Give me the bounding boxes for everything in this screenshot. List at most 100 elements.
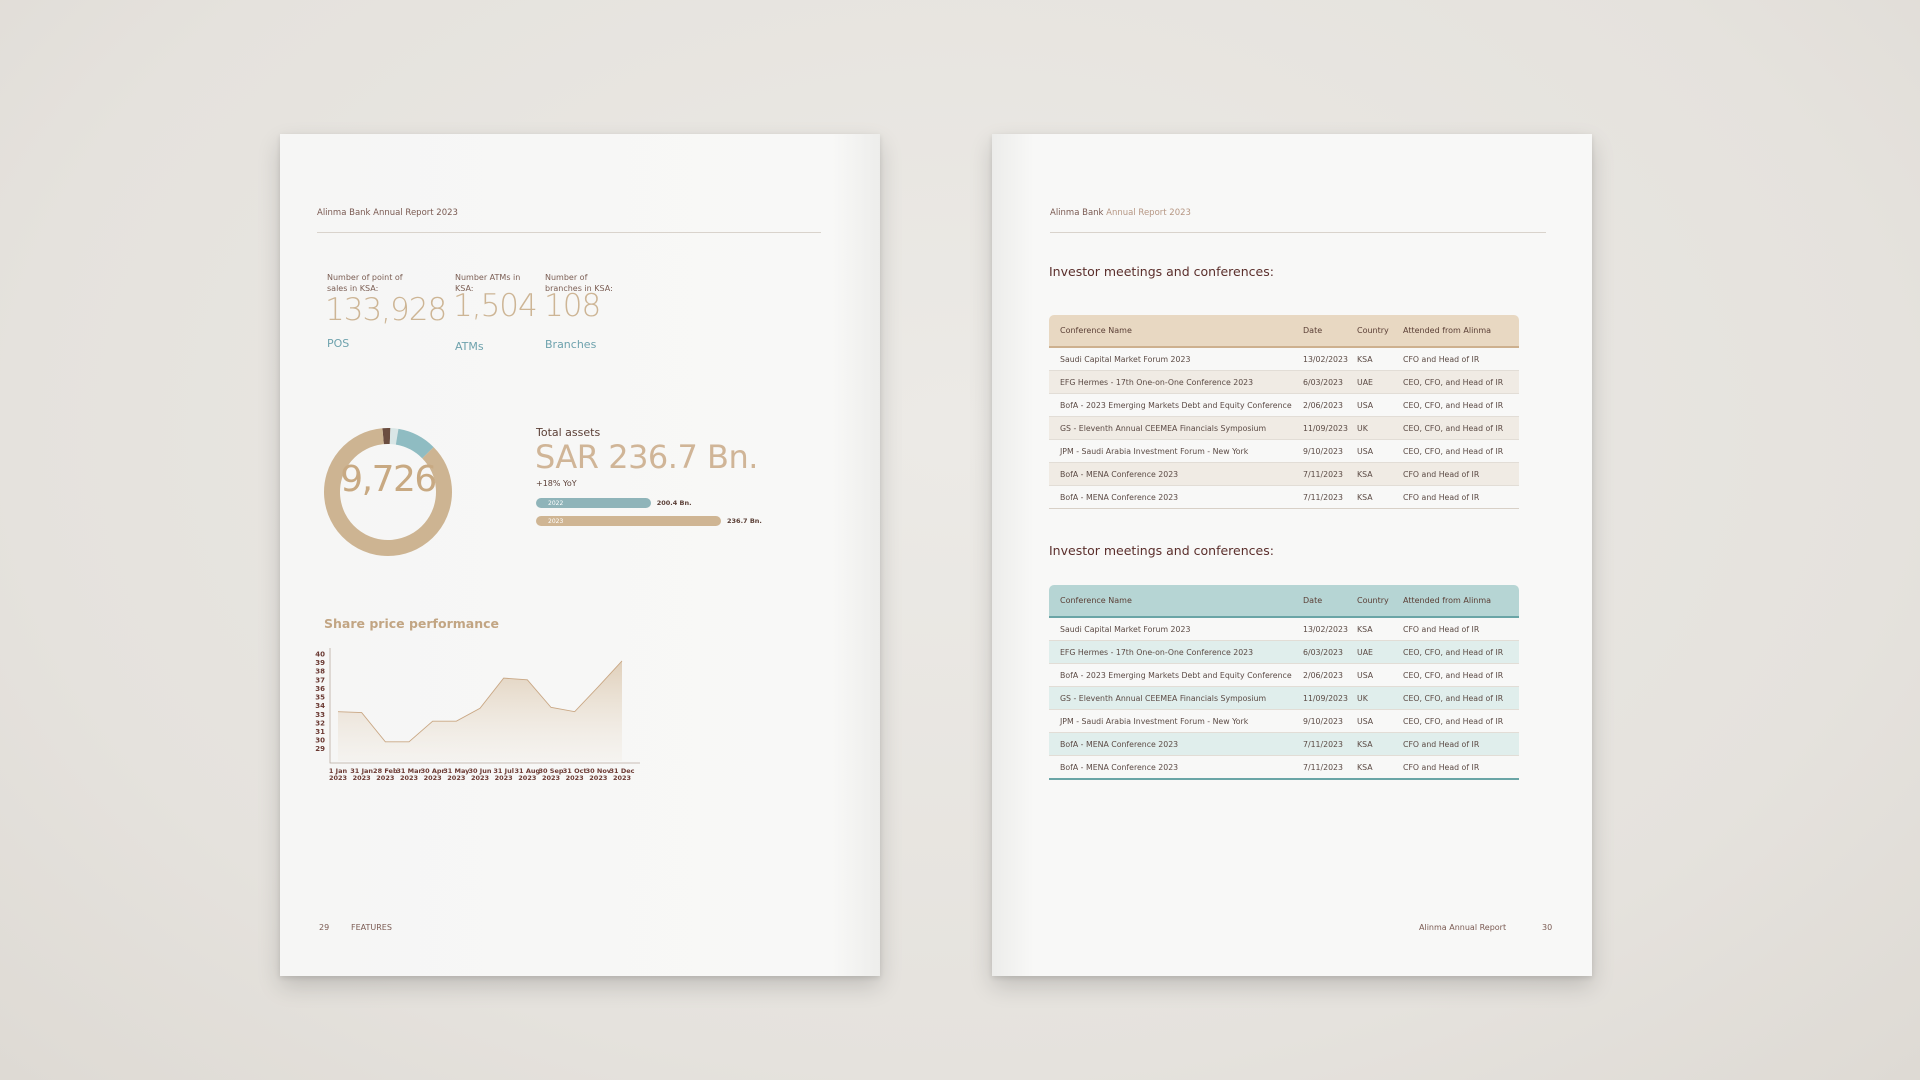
y-tick-label: 34 bbox=[315, 702, 325, 710]
table-row: BofA - MENA Conference 2023 7/11/2023 KSA C… bbox=[1049, 755, 1519, 780]
cell-date: 7/11/2023 bbox=[1298, 485, 1352, 509]
footer-page-number: 29 bbox=[319, 923, 330, 932]
cell-attended: CEO, CFO, and Head of IR bbox=[1398, 663, 1519, 687]
x-tick-label: 28 Feb 2023 bbox=[373, 767, 398, 782]
stat-unit: Branches bbox=[545, 338, 597, 351]
x-tick-label: 31 Jul 2023 bbox=[493, 767, 514, 782]
footer-page-number: 30 bbox=[1542, 923, 1553, 932]
bar-year-label: 2023 bbox=[548, 518, 564, 525]
cell-conference-name: GS - Eleventh Annual CEEMEA Financials S… bbox=[1049, 416, 1298, 440]
stat-unit: POS bbox=[327, 337, 350, 350]
bar-value-label: 200.4 Bn. bbox=[656, 499, 692, 507]
running-head-brand: Alinma Bank bbox=[1050, 208, 1104, 218]
x-tick-label: 1 Jan 2023 bbox=[329, 767, 348, 782]
table-row: EFG Hermes - 17th One-on-One Conference … bbox=[1049, 640, 1519, 664]
table-row: BofA - 2023 Emerging Markets Debt and Eq… bbox=[1049, 393, 1519, 417]
section-title: Investor meetings and conferences: bbox=[1049, 543, 1274, 558]
chart-line bbox=[337, 660, 623, 743]
bar-year-label: 2022 bbox=[548, 500, 564, 507]
chart-area bbox=[338, 660, 622, 761]
table-row: GS - Eleventh Annual CEEMEA Financials S… bbox=[1049, 686, 1519, 710]
footer-title: Alinma Annual Report bbox=[1419, 923, 1507, 932]
cell-country: UAE bbox=[1352, 640, 1398, 664]
cell-conference-name: BofA - MENA Conference 2023 bbox=[1049, 462, 1298, 486]
cell-conference-name: BofA - MENA Conference 2023 bbox=[1049, 755, 1298, 780]
x-tick-label: 30 Apr 2023 bbox=[421, 767, 446, 782]
cell-conference-name: JPM - Saudi Arabia Investment Forum - Ne… bbox=[1049, 439, 1298, 463]
table-row: BofA - MENA Conference 2023 7/11/2023 KSA C… bbox=[1049, 732, 1519, 756]
cell-attended: CFO and Head of IR bbox=[1398, 485, 1519, 509]
donut-ring bbox=[324, 427, 452, 556]
cell-date: 9/10/2023 bbox=[1298, 439, 1352, 463]
cell-conference-name: EFG Hermes - 17th One-on-One Conference … bbox=[1049, 370, 1298, 394]
section-title: Investor meetings and conferences: bbox=[1049, 264, 1274, 279]
stat-value: 133,928 bbox=[325, 292, 447, 328]
y-tick-label: 39 bbox=[315, 659, 325, 667]
cell-date: 7/11/2023 bbox=[1298, 755, 1352, 780]
y-tick-label: 37 bbox=[315, 676, 325, 684]
header-country: Country bbox=[1352, 585, 1398, 618]
cell-conference-name: BofA - 2023 Emerging Markets Debt and Eq… bbox=[1049, 663, 1298, 687]
table-row: BofA - MENA Conference 2023 7/11/2023 KSA C… bbox=[1049, 485, 1519, 509]
cell-country: USA bbox=[1352, 439, 1398, 463]
chart-axis bbox=[329, 648, 640, 764]
cell-country: KSA bbox=[1352, 617, 1398, 641]
cell-country: KSA bbox=[1352, 485, 1398, 509]
x-tick-label: 31 May 2023 bbox=[443, 767, 470, 782]
cell-country: USA bbox=[1352, 663, 1398, 687]
header-rule bbox=[317, 232, 821, 233]
cell-date: 13/02/2023 bbox=[1298, 347, 1352, 371]
y-tick-label: 40 bbox=[315, 651, 325, 659]
header-date: Date bbox=[1298, 585, 1352, 618]
y-tick-label: 33 bbox=[315, 711, 325, 719]
assets-bar: 2022 bbox=[536, 498, 651, 508]
running-head: Alinma Bank Annual Report 2023 bbox=[317, 208, 458, 218]
cell-conference-name: BofA - MENA Conference 2023 bbox=[1049, 732, 1298, 756]
stat-label: Number ATMs in KSA: bbox=[455, 273, 521, 293]
cell-attended: CFO and Head of IR bbox=[1398, 462, 1519, 486]
header-conference-name: Conference Name bbox=[1049, 585, 1298, 618]
running-head: Alinma Bank Annual Report 2023 bbox=[1050, 208, 1191, 218]
cell-country: KSA bbox=[1352, 347, 1398, 371]
table-header-row: Conference Name Date Country Attended fr… bbox=[1049, 315, 1519, 348]
cell-date: 13/02/2023 bbox=[1298, 617, 1352, 641]
cell-date: 7/11/2023 bbox=[1298, 732, 1352, 756]
cell-attended: CEO, CFO, and Head of IR bbox=[1398, 393, 1519, 417]
x-tick-label: 30 Nov 2023 bbox=[586, 767, 612, 782]
cell-date: 11/09/2023 bbox=[1298, 686, 1352, 710]
y-tick-label: 38 bbox=[315, 668, 325, 676]
x-tick-label: 31 Dec 2023 bbox=[610, 767, 635, 782]
cell-date: 2/06/2023 bbox=[1298, 663, 1352, 687]
assets-bar: 2023 bbox=[536, 516, 721, 526]
header-date: Date bbox=[1298, 315, 1352, 348]
cell-conference-name: EFG Hermes - 17th One-on-One Conference … bbox=[1049, 640, 1298, 664]
conference-table-2: Conference Name Date Country Attended fr… bbox=[1049, 585, 1519, 780]
donut-chart: 9,726 bbox=[314, 418, 462, 566]
cell-date: 9/10/2023 bbox=[1298, 709, 1352, 733]
cell-conference-name: Saudi Capital Market Forum 2023 bbox=[1049, 617, 1298, 641]
cell-attended: CFO and Head of IR bbox=[1398, 347, 1519, 371]
y-tick-label: 35 bbox=[315, 694, 325, 702]
cell-date: 6/03/2023 bbox=[1298, 640, 1352, 664]
cell-country: KSA bbox=[1352, 755, 1398, 780]
table-row: BofA - 2023 Emerging Markets Debt and Eq… bbox=[1049, 663, 1519, 687]
cell-attended: CEO, CFO, and Head of IR bbox=[1398, 439, 1519, 463]
table-header-row: Conference Name Date Country Attended fr… bbox=[1049, 585, 1519, 618]
stat-value: 1,504 bbox=[453, 288, 538, 324]
x-tick-label: 30 Sep 2023 bbox=[538, 767, 563, 782]
chart-title: Share price performance bbox=[324, 616, 499, 631]
y-tick-label: 36 bbox=[315, 685, 325, 693]
cell-conference-name: JPM - Saudi Arabia Investment Forum - Ne… bbox=[1049, 709, 1298, 733]
cell-attended: CFO and Head of IR bbox=[1398, 755, 1519, 780]
donut-value: 9,726 bbox=[340, 459, 437, 500]
header-country: Country bbox=[1352, 315, 1398, 348]
donut-segment bbox=[324, 427, 452, 556]
cell-country: UAE bbox=[1352, 370, 1398, 394]
y-tick-label: 32 bbox=[315, 719, 325, 727]
y-tick-label: 31 bbox=[315, 728, 325, 736]
table-row: BofA - MENA Conference 2023 7/11/2023 KSA C… bbox=[1049, 462, 1519, 486]
table-row: JPM - Saudi Arabia Investment Forum - Ne… bbox=[1049, 439, 1519, 463]
stat-value: 108 bbox=[544, 288, 601, 324]
total-assets-value: SAR 236.7 Bn. bbox=[535, 438, 758, 476]
